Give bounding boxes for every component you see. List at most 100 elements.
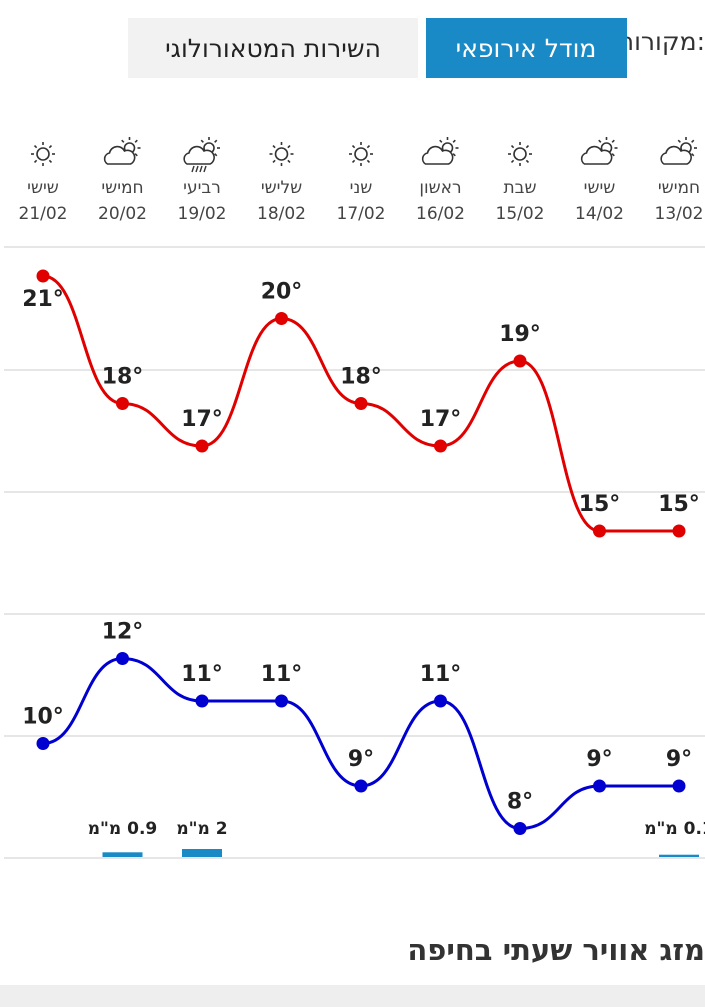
high-point [593,524,606,538]
high-line [42,274,679,533]
low-point [513,822,527,835]
day-date: 13/02 [655,204,704,224]
icon-part [439,139,443,143]
precip-bar [182,849,222,857]
day-date: 14/02 [575,204,624,224]
day-name: רביעי [183,178,221,198]
icon-part [274,147,289,161]
temp-label: 17° [420,407,462,432]
day-date: 17/02 [337,204,386,224]
icon-part [199,165,203,173]
icon-part [200,139,204,143]
day-name: שישי [27,178,59,198]
icon-part [525,159,530,164]
tab-active[interactable] [426,18,627,78]
icon-part [691,153,695,157]
high-point [36,269,50,283]
low-point [195,694,209,708]
low-point [275,694,288,708]
temp-label: 18° [340,365,382,390]
icon-part [351,159,356,164]
temp-label: 9° [348,747,374,772]
icon-part [691,139,695,143]
icon-part [611,153,615,157]
icon-part [580,145,613,165]
icon-part [272,159,276,164]
weather-icon [183,137,220,173]
day-date: 15/02 [496,204,545,224]
temp-label: 19° [499,322,541,347]
icon-part [525,144,530,149]
icon-part [272,144,276,149]
high-point [275,312,288,325]
icon-part [510,144,515,149]
weather-icon [508,142,532,166]
tab-label[interactable]: השירות המטאורולוגי [165,34,381,63]
temp-label: 21° [22,287,64,312]
weather-icon [103,137,141,165]
icon-part [103,145,136,165]
sources-label: מקורות: [618,27,705,56]
high-point [116,397,129,410]
icon-part [33,159,38,164]
day-date: 21/02 [19,204,68,224]
low-point [434,694,447,708]
icon-part [33,144,38,149]
icon-part [366,144,371,149]
day-date: 20/02 [98,204,147,224]
high-point [434,439,447,453]
day-name: ראשון [419,178,461,198]
icon-part [121,139,125,143]
day-date: 19/02 [178,204,227,224]
icon-part [214,139,218,143]
weather-icon [31,142,55,166]
temp-label: 9° [586,747,612,772]
high-point [672,524,686,538]
day-name: חמישי [658,178,700,198]
tab-label[interactable]: מודל אירופאי [456,34,597,63]
icon-part [598,139,602,143]
precip-label: 0.9 מ"מ [88,819,158,839]
icon-part [214,153,218,157]
icon-part [510,159,515,164]
icon-part [366,159,371,164]
day-name: שני [350,178,373,198]
icon-part [195,165,199,173]
icon-part [134,153,138,157]
temp-label: 15° [658,492,700,517]
temp-label: 9° [666,747,692,772]
day-name: שלישי [261,178,302,198]
grid [4,246,705,859]
tab[interactable] [128,18,418,78]
high-point [513,354,527,368]
low-point [593,779,606,793]
temp-label: 15° [579,492,621,517]
weather-icon [269,142,294,166]
icon-part [351,144,356,149]
icon-part [677,139,681,143]
low-line [42,656,679,831]
temp-label: 17° [181,407,223,432]
precip-bar [659,854,699,857]
icon-part [183,145,215,165]
low-point [672,779,686,793]
footer-bar [0,985,705,1007]
icon-part [48,144,53,149]
low-point [36,737,50,750]
temp-label: 20° [261,280,303,305]
icon-part [287,159,291,164]
day-date: 18/02 [257,204,306,224]
temp-label: 11° [261,662,303,687]
section-heading: מזג אוויר שעתי בחיפה [407,933,705,967]
weather-icon [421,137,459,165]
icon-part [452,139,456,143]
low-point [116,652,129,665]
icon-part [203,165,207,173]
icon-part [660,145,692,165]
icon-part [287,144,291,149]
temp-label: 18° [102,365,144,390]
temp-label: 8° [507,790,533,815]
day-date: 16/02 [416,204,465,224]
